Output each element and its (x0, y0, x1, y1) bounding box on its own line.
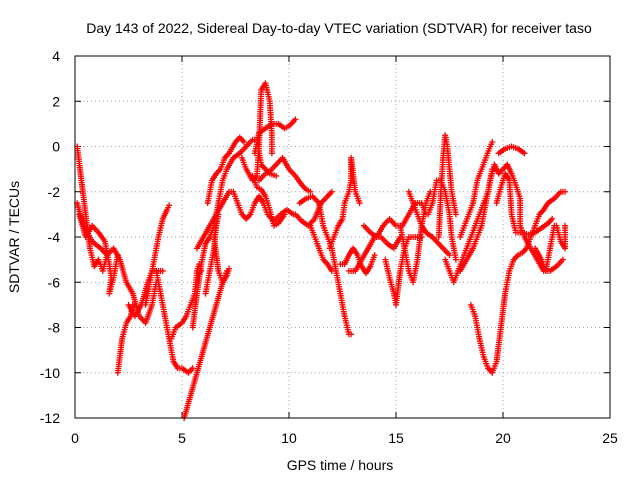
series-track-24 (382, 234, 425, 308)
series-track-26 (405, 188, 453, 259)
series-track-25 (397, 188, 434, 286)
data-point (348, 331, 355, 338)
series-track-30 (457, 138, 496, 240)
y-tick-label: -6 (48, 274, 61, 290)
y-tick-label: 2 (52, 93, 60, 109)
series-track-34 (493, 170, 556, 238)
series-track-13 (204, 134, 248, 207)
y-tick-label: -10 (40, 365, 60, 381)
series-track-12 (202, 211, 233, 297)
data-point (356, 200, 363, 207)
x-tick-label: 15 (388, 430, 404, 446)
data-point (166, 202, 173, 209)
data-point (307, 188, 314, 195)
series-track-3 (76, 211, 121, 297)
series-track-31 (457, 161, 566, 274)
plot-frame (74, 55, 611, 419)
x-tick-label: 20 (495, 430, 511, 446)
grid-layer (75, 56, 610, 418)
data-point (241, 138, 248, 145)
series-track-33 (495, 143, 528, 157)
data-point (159, 267, 166, 274)
series-track-20 (307, 222, 335, 274)
data-point (281, 211, 288, 218)
y-tick-label: 4 (52, 48, 60, 64)
series-track-17 (249, 172, 288, 229)
series-track-28 (435, 132, 459, 240)
series-track-4 (114, 301, 136, 376)
data-point (559, 256, 566, 263)
chart-title: Day 143 of 2022, Sidereal Day-to-day VTE… (86, 20, 592, 36)
x-tick-label: 5 (178, 430, 186, 446)
series-track-21 (326, 154, 363, 252)
series-track-16 (256, 154, 314, 195)
series-track-22 (345, 234, 404, 274)
series-track-32 (467, 188, 569, 376)
series-track-9 (181, 267, 230, 421)
data-point (268, 150, 275, 157)
data-point (273, 172, 280, 179)
series-track-35 (532, 222, 569, 274)
data-point (114, 252, 121, 259)
series-track-19 (296, 193, 355, 338)
data-point (452, 211, 459, 218)
y-tick-label: -4 (48, 229, 61, 245)
x-tick-label: 25 (602, 430, 618, 446)
y-tick-label: -12 (40, 410, 60, 426)
data-point (452, 256, 459, 263)
data-point (489, 138, 496, 145)
data-point (189, 365, 196, 372)
data-point (562, 222, 569, 229)
y-tick-label: -2 (48, 184, 61, 200)
data-point (549, 215, 556, 222)
data-point (521, 150, 528, 157)
data-point (292, 116, 299, 123)
y-tick-label: -8 (48, 320, 61, 336)
data-point (562, 188, 569, 195)
y-axis-label: SDTVAR / TECUs (6, 181, 22, 293)
y-tick-label: 0 (52, 139, 60, 155)
series-track-6 (142, 202, 173, 308)
x-tick-label: 0 (71, 430, 79, 446)
data-point (371, 252, 378, 259)
data-point (226, 265, 233, 272)
x-axis-label: GPS time / hours (287, 457, 394, 473)
data-layer (74, 80, 569, 421)
data-point (328, 188, 335, 195)
data-point (446, 252, 453, 259)
series-track-15 (251, 116, 299, 157)
x-tick-label: 10 (281, 430, 297, 446)
data-point (328, 267, 335, 274)
series-track-36 (337, 245, 378, 277)
